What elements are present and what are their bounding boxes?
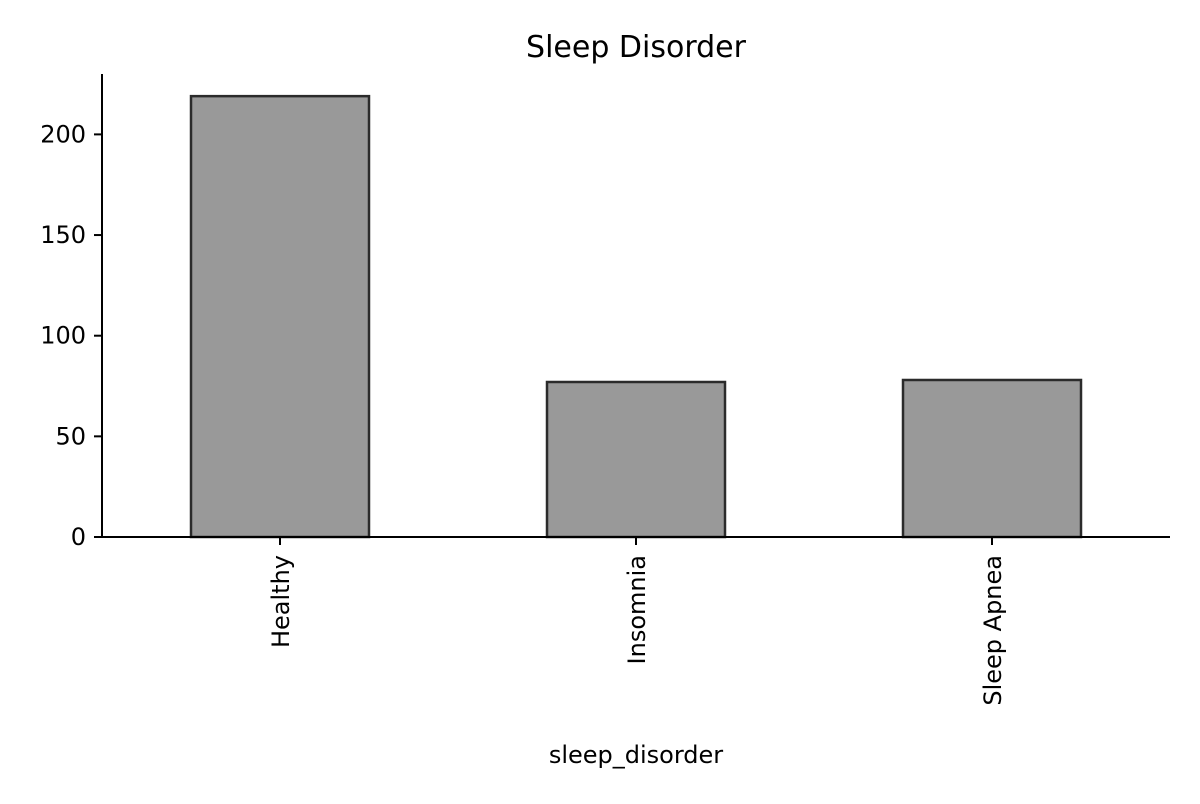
x-axis-label: sleep_disorder [549,741,723,769]
y-tick-label: 0 [71,523,86,551]
y-axis-ticks: 0 50 100 150 200 [40,120,102,551]
y-tick-label: 200 [40,120,86,148]
bar-insomnia [545,380,727,539]
bar-healthy [189,94,371,539]
y-tick-label: 50 [55,422,86,450]
bar-sleep-apnea [901,378,1083,539]
chart-title: Sleep Disorder [526,30,747,65]
y-tick-label: 100 [40,322,86,350]
x-tick-label-insomnia: Insomnia [623,555,651,664]
bars-layer [189,94,1083,539]
x-tick-label-healthy: Healthy [267,555,295,648]
x-axis-ticks: Healthy Insomnia Sleep Apnea [267,537,1007,706]
x-tick-label-sleep-apnea: Sleep Apnea [979,555,1007,706]
y-tick-label: 150 [40,221,86,249]
